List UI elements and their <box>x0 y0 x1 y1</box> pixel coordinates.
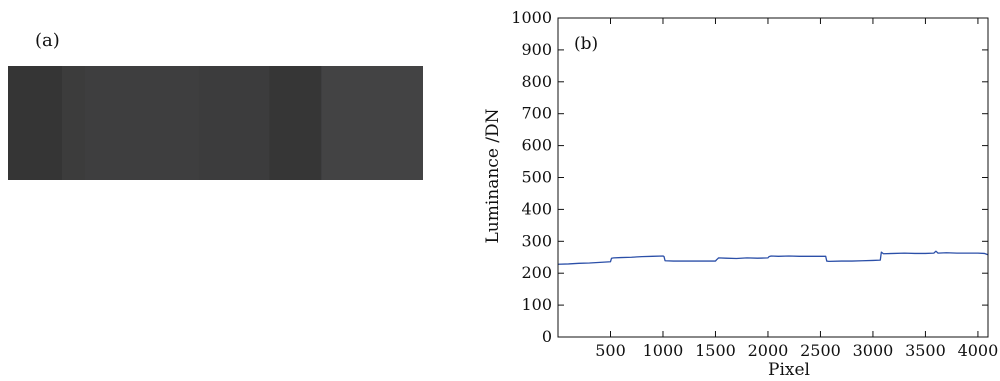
x-tick-label: 4000 <box>958 341 999 360</box>
x-tick-label: 1000 <box>643 341 684 360</box>
stripe-band-4 <box>269 66 322 180</box>
stripe-band-0 <box>8 66 63 180</box>
y-tick-label: 800 <box>521 72 552 91</box>
x-tick-label: 2500 <box>800 341 841 360</box>
x-tick-label: 2000 <box>748 341 789 360</box>
luminance-chart: (b) Luminance /DN Pixel 0 100 200 300 400 500… <box>483 8 999 380</box>
y-axis-title: Luminance /DN <box>483 108 503 243</box>
stripe-band-2 <box>84 66 200 180</box>
stripe-band-1 <box>61 66 86 180</box>
panel-a-label: (a) <box>35 30 60 51</box>
panel-b-label: (b) <box>574 34 598 54</box>
y-tick-label: 300 <box>521 231 552 250</box>
stripe-band-3 <box>198 66 270 180</box>
luminance-series-line <box>557 250 989 265</box>
x-tick-label: 1500 <box>695 341 736 360</box>
x-tick-label: 3500 <box>905 341 946 360</box>
y-tick-label: 500 <box>521 168 552 187</box>
x-axis-title: Pixel <box>768 360 810 380</box>
y-tick-label: 400 <box>521 199 552 218</box>
y-tick-label: 200 <box>521 263 552 282</box>
y-tick-label: 0 <box>542 327 552 346</box>
x-tick-label: 3000 <box>853 341 894 360</box>
y-tick-label: 600 <box>521 136 552 155</box>
luminance-stripe-image <box>8 66 423 180</box>
x-tick-label: 500 <box>595 341 626 360</box>
y-tick-label: 1000 <box>511 8 552 27</box>
plot-frame <box>557 17 989 338</box>
stripe-band-5 <box>321 66 423 180</box>
y-tick-label: 700 <box>521 104 552 123</box>
y-tick-label: 100 <box>521 295 552 314</box>
y-tick-label: 900 <box>521 40 552 59</box>
